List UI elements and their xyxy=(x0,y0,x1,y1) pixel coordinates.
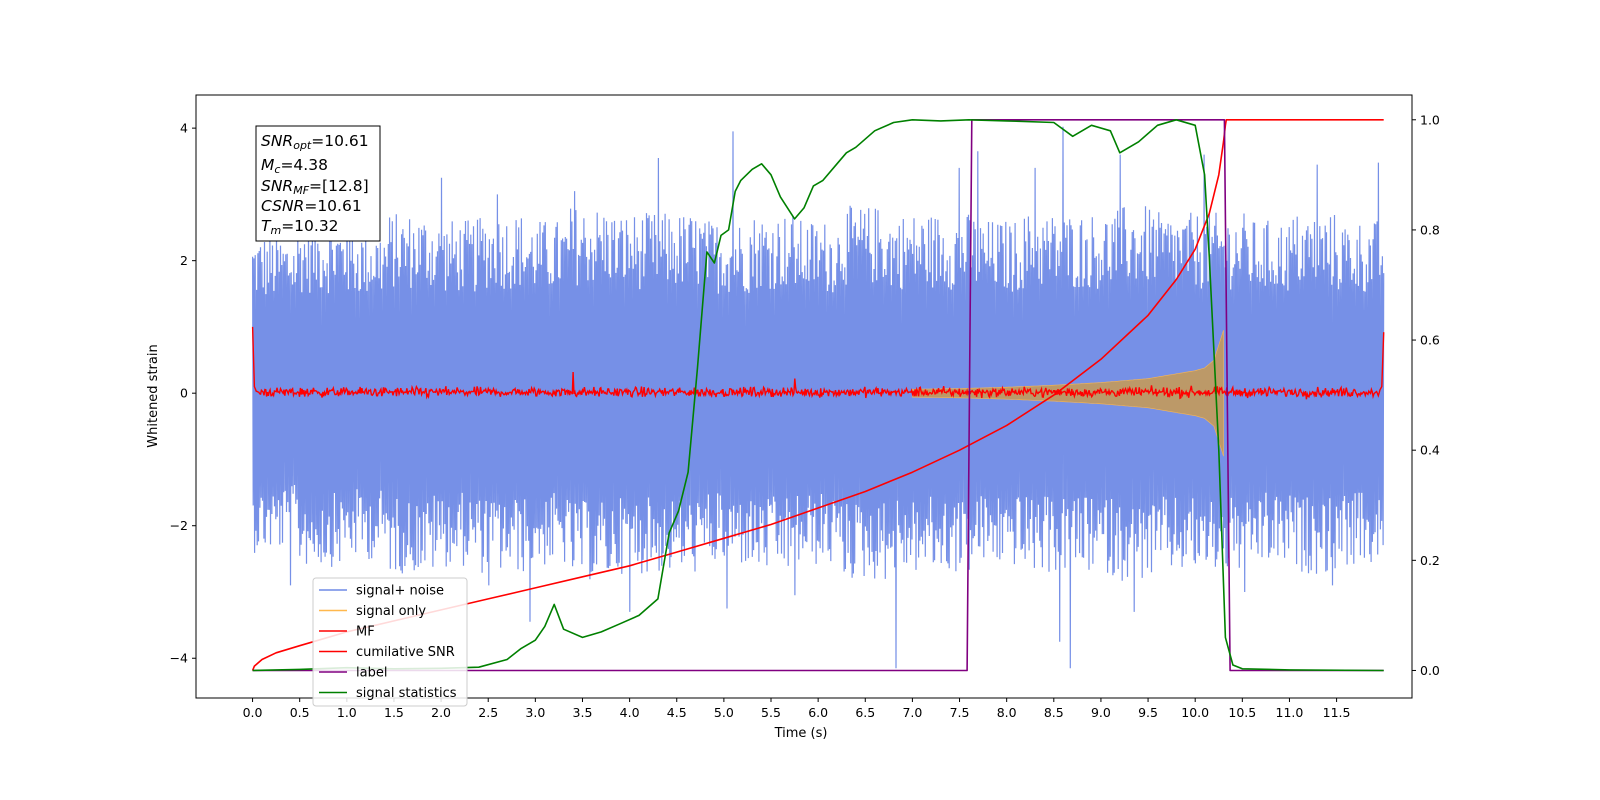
legend-label-signal-only: signal only xyxy=(356,604,426,619)
y-tick-label: −2 xyxy=(170,518,188,533)
x-tick-label: 7.0 xyxy=(902,705,922,720)
y-tick-label: 2 xyxy=(180,253,188,268)
info-snr-opt: SNRopt=10.61 xyxy=(261,132,369,152)
plot-frame xyxy=(195,94,1413,699)
series-signal-noise xyxy=(252,126,1385,669)
y-tick-label: 0 xyxy=(180,386,188,401)
axes: 0.0 0.5 1.0 1.5 2.0 2.5 3.0 3.5 4.0 4.5 5.0 5.5 6.0 6… xyxy=(170,112,1440,720)
series-mf xyxy=(251,326,1385,400)
x-tick-label: 2.0 xyxy=(431,705,451,720)
x-tick-label: 10.0 xyxy=(1181,705,1209,720)
info-snr-mf: SNRMF=[12.8] xyxy=(261,177,369,197)
info-box-frame xyxy=(255,125,381,242)
x-tick-label: 11.5 xyxy=(1323,705,1351,720)
x-tick-label: 1.0 xyxy=(337,705,357,720)
legend: signal+ noise signal only MF cumilative SNR… xyxy=(312,577,468,707)
x-tick-label: 2.5 xyxy=(478,705,498,720)
x-tick-label: 1.5 xyxy=(384,705,404,720)
info-mc: Mc=4.38 xyxy=(261,156,328,176)
x-tick-label: 4.5 xyxy=(667,705,687,720)
legend-label-signal-statistics: signal statistics xyxy=(356,686,457,701)
x-tick-label: 0.5 xyxy=(290,705,310,720)
y2-tick-label: 0.2 xyxy=(1420,553,1440,568)
x-tick-label: 9.0 xyxy=(1091,705,1111,720)
x-tick-label: 8.5 xyxy=(1044,705,1064,720)
x-tick-label: 10.5 xyxy=(1228,705,1256,720)
info-box: SNRopt=10.61 Mc=4.38 SNRMF=[12.8] CSNR=1… xyxy=(255,125,381,242)
info-csnr: CSNR=10.61 xyxy=(261,197,362,215)
legend-frame xyxy=(312,577,468,707)
x-tick-label: 7.5 xyxy=(950,705,970,720)
y-axis-label: Whitened strain xyxy=(146,344,161,447)
x-tick-label: 0.0 xyxy=(243,705,263,720)
legend-label-mf: MF xyxy=(356,625,375,640)
y2-tick-label: 0.8 xyxy=(1420,222,1440,237)
x-axis-label: Time (s) xyxy=(774,726,828,741)
x-tick-label: 3.0 xyxy=(525,705,545,720)
y-tick-label: −4 xyxy=(170,651,188,666)
x-tick-label: 4.0 xyxy=(620,705,640,720)
info-tm: Tm=10.32 xyxy=(261,217,339,237)
x-tick-label: 5.5 xyxy=(761,705,781,720)
legend-label-signal-noise: signal+ noise xyxy=(356,584,444,599)
legend-label-label: label xyxy=(356,666,387,681)
legend-label-cumilative-snr: cumilative SNR xyxy=(356,645,455,660)
y2-tick-label: 0.6 xyxy=(1420,333,1440,348)
y2-tick-label: 1.0 xyxy=(1420,112,1440,127)
y-tick-label: 4 xyxy=(180,121,188,136)
plot-area xyxy=(251,119,1385,672)
x-tick-label: 11.0 xyxy=(1276,705,1304,720)
y2-tick-label: 0.0 xyxy=(1420,663,1440,678)
y2-tick-label: 0.4 xyxy=(1420,443,1440,458)
series-label xyxy=(252,119,1384,672)
x-tick-label: 3.5 xyxy=(573,705,593,720)
x-tick-label: 8.0 xyxy=(997,705,1017,720)
x-tick-label: 6.5 xyxy=(855,705,875,720)
x-tick-label: 6.0 xyxy=(808,705,828,720)
x-tick-label: 9.5 xyxy=(1138,705,1158,720)
series-signal-statistics xyxy=(252,119,1384,672)
x-tick-label: 5.0 xyxy=(714,705,734,720)
